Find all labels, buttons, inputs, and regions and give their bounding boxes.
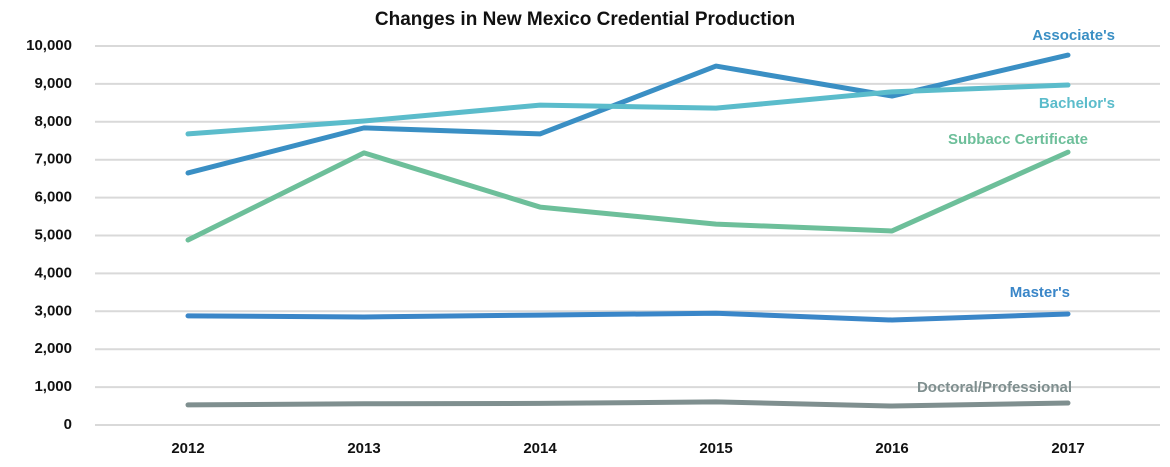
y-tick-label: 3,000: [34, 302, 72, 319]
x-tick-label: 2012: [171, 440, 204, 457]
series-line: [185, 82, 1071, 137]
series-label: Bachelor's: [1039, 95, 1115, 112]
x-tick-label: 2013: [347, 440, 380, 457]
x-tick-label: 2017: [1051, 440, 1084, 457]
y-tick-label: 2,000: [34, 340, 72, 357]
x-tick-label: 2014: [523, 440, 557, 457]
chart-title: Changes in New Mexico Credential Product…: [375, 9, 795, 30]
series-label: Associate's: [1032, 27, 1115, 44]
y-tick-label: 7,000: [34, 151, 72, 168]
y-tick-label: 9,000: [34, 75, 72, 92]
y-tick-label: 8,000: [34, 113, 72, 130]
series-line: [185, 399, 1071, 409]
y-tick-label: 5,000: [34, 226, 72, 243]
y-tick-label: 6,000: [34, 189, 72, 206]
series-line: [185, 52, 1071, 176]
series-label: Doctoral/Professional: [917, 379, 1072, 396]
y-tick-label: 0: [64, 416, 72, 433]
series-line: [185, 149, 1071, 243]
series-label: Master's: [1010, 284, 1070, 301]
x-tick-label: 2015: [699, 440, 732, 457]
series-label: Subbacc Certificate: [948, 131, 1088, 148]
y-tick-label: 1,000: [34, 378, 72, 395]
y-tick-label: 4,000: [34, 264, 72, 281]
x-tick-label: 2016: [875, 440, 908, 457]
series-line: [185, 310, 1071, 323]
y-tick-label: 10,000: [26, 37, 72, 54]
